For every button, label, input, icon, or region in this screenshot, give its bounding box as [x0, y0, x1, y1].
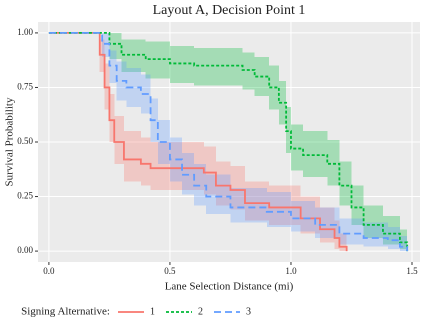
legend-title: Signing Alternative: [21, 306, 110, 318]
confidence-band [363, 205, 383, 238]
y-axis-title: Survival Probability [4, 97, 16, 186]
confidence-band [399, 235, 408, 252]
confidence-band [334, 220, 340, 249]
confidence-band [399, 229, 408, 249]
confidence-band [290, 200, 316, 232]
confidence-band [339, 161, 352, 206]
confidence-band [126, 67, 141, 108]
confidence-band [278, 80, 287, 125]
confidence-band [182, 152, 195, 195]
confidence-band [109, 50, 117, 84]
x-tick-label: 1.0 [285, 266, 297, 276]
survival-line [48, 32, 348, 252]
legend-label: 1 [150, 306, 155, 317]
confidence-band [303, 131, 328, 177]
legend-label: 3 [246, 306, 251, 317]
confidence-band [315, 207, 340, 238]
confidence-band [290, 124, 304, 171]
confidence-band [242, 52, 255, 90]
confidence-band [244, 181, 270, 221]
confidence-band [109, 32, 122, 60]
confidence-band [194, 163, 207, 206]
confidence-band [363, 222, 388, 247]
confidence-band [121, 39, 146, 73]
y-tick-label: 0.75 [17, 82, 33, 92]
confidence-band [194, 48, 243, 86]
confidence-band [286, 107, 291, 153]
confidence-band [215, 161, 231, 206]
y-tick-label: 0.25 [17, 191, 33, 201]
confidence-band [150, 142, 204, 190]
confidence-band [320, 207, 335, 243]
confidence-band [145, 41, 170, 79]
confidence-band [339, 233, 347, 252]
x-axis-title: Lane Selection Distance (mi) [165, 281, 294, 293]
x-tick-label: 0.5 [164, 266, 176, 276]
confidence-band [327, 139, 340, 186]
confidence-band [351, 185, 364, 225]
y-tick-label: 0.00 [17, 245, 33, 255]
confidence-band [140, 137, 151, 186]
y-tick-label: 0.50 [17, 136, 33, 146]
confidence-band [230, 187, 267, 223]
confidence-band [387, 227, 400, 249]
confidence-band [114, 115, 124, 164]
confidence-band [116, 61, 127, 101]
survival-line [48, 32, 409, 252]
survival-line [48, 32, 409, 252]
confidence-band [269, 65, 279, 110]
confidence-band [123, 131, 141, 182]
confidence-band [266, 192, 291, 228]
confidence-band [99, 39, 105, 73]
confidence-band [339, 218, 364, 245]
chart-title: Layout A, Decision Point 1 [153, 3, 306, 18]
confidence-band [102, 32, 110, 57]
y-tick-label: 1.00 [17, 27, 33, 37]
confidence-band [230, 166, 245, 210]
confidence-band [104, 63, 110, 110]
confidence-band [109, 94, 115, 142]
legend-label: 2 [198, 306, 203, 317]
confidence-band [169, 46, 195, 84]
x-tick-label: 1.5 [406, 266, 418, 276]
x-tick-label: 0.0 [43, 266, 55, 276]
confidence-band [206, 174, 231, 214]
confidence-band [203, 146, 216, 195]
